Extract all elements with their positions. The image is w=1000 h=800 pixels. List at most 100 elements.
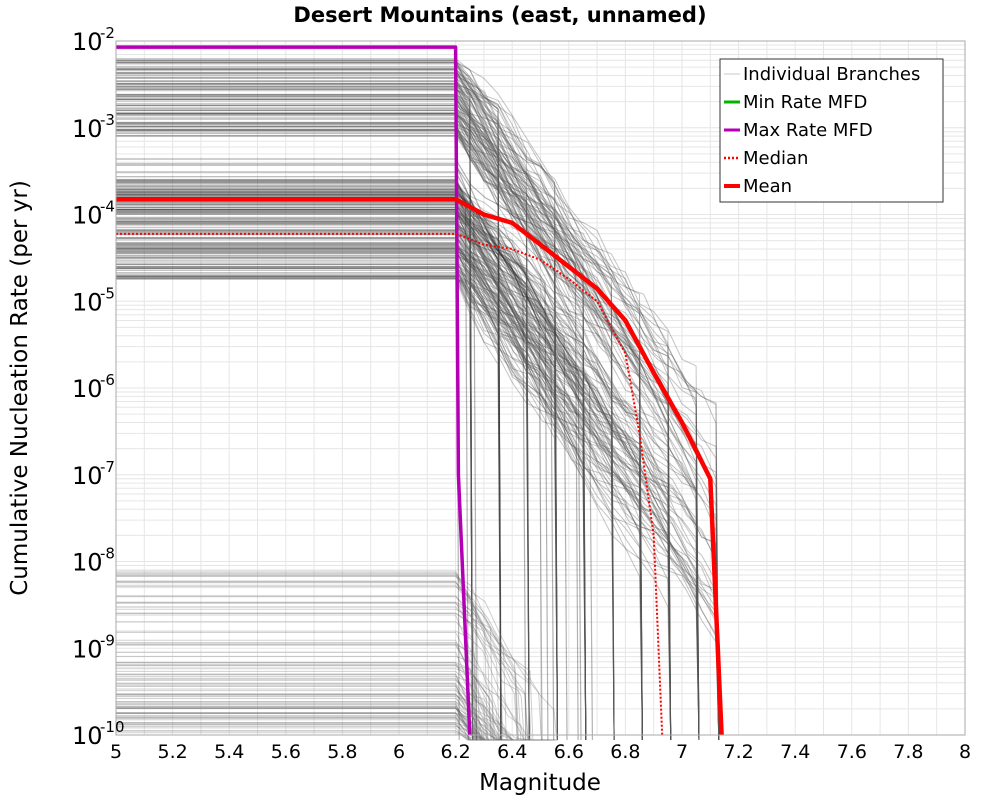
branch-curve <box>116 216 720 741</box>
branch-curve <box>116 98 558 741</box>
branch-curve <box>116 191 474 741</box>
y-tick-exponent: -10 <box>100 718 125 736</box>
chart-title: Desert Mountains (east, unnamed) <box>293 3 706 27</box>
y-tick-label: 10 <box>72 202 103 230</box>
branch-curve <box>116 230 558 741</box>
branch-curve <box>116 62 558 741</box>
branch-curve <box>116 572 519 741</box>
branch-curve <box>116 88 615 741</box>
y-axis-label: Cumulative Nucleation Rate (per yr) <box>7 180 33 596</box>
branch-curve <box>116 202 587 741</box>
branch-curve <box>116 204 700 741</box>
branch-curve <box>116 206 720 741</box>
branch-curve <box>116 261 587 741</box>
branch-curve <box>116 724 552 741</box>
branch-curve <box>116 99 643 741</box>
branch-curve <box>116 642 476 741</box>
branch-curve <box>116 181 672 741</box>
branch-curve <box>116 185 615 741</box>
branch-curve <box>116 123 700 741</box>
branch-curve <box>116 724 484 741</box>
branch-curve <box>116 706 521 741</box>
branch-curve <box>116 249 672 741</box>
branch-curve <box>116 105 615 741</box>
branch-curve <box>116 704 536 741</box>
branch-curve <box>116 662 548 741</box>
branch-curve <box>116 266 502 741</box>
branch-curve <box>116 185 700 741</box>
branch-curve <box>116 693 531 741</box>
branch-curve <box>116 75 502 741</box>
x-axis-label: Magnitude <box>479 770 601 796</box>
branch-curve <box>116 59 558 741</box>
branch-curve <box>116 267 643 741</box>
branch-curve <box>116 199 672 741</box>
branch-curve <box>116 178 543 741</box>
branch-curve <box>116 595 494 741</box>
branch-curve <box>116 693 519 741</box>
branch-curve <box>116 232 615 741</box>
branch-curve <box>116 601 520 741</box>
branch-curve <box>116 221 558 741</box>
branch-curve <box>116 122 720 741</box>
branch-curve <box>116 201 502 741</box>
branch-curve <box>116 114 558 741</box>
branch-curve <box>116 582 529 741</box>
branch-curve <box>116 191 587 741</box>
branch-curve <box>116 662 532 741</box>
branch-curve <box>116 573 518 741</box>
branch-curve <box>116 112 700 741</box>
branch-curve <box>116 574 528 741</box>
branch-curve <box>116 237 615 741</box>
y-tick-exponent: -5 <box>100 284 115 302</box>
branch-curve <box>116 204 474 741</box>
branch-curve <box>116 246 587 741</box>
branch-curve <box>116 244 587 741</box>
branch-curve <box>116 133 502 741</box>
branch-curve <box>116 203 615 741</box>
branch-curve <box>116 243 672 741</box>
branch-curve <box>116 126 720 741</box>
branch-curve <box>116 130 474 741</box>
branch-curve <box>116 608 488 741</box>
legend-label: Mean <box>743 176 792 197</box>
branch-curve <box>116 651 510 741</box>
branch-curve <box>116 675 528 741</box>
branch-curve <box>116 109 700 741</box>
branch-curve <box>116 247 587 741</box>
branch-curve <box>116 211 474 741</box>
legend-label: Individual Branches <box>743 64 920 85</box>
y-tick-label: 10 <box>72 115 103 143</box>
branch-curve <box>116 703 501 741</box>
branch-curve <box>116 673 537 741</box>
branch-curve <box>116 707 502 741</box>
branch-curve <box>116 722 508 741</box>
branch-curve <box>116 107 643 741</box>
branch-curve <box>116 212 474 741</box>
branch-curve <box>116 275 700 741</box>
branch-curve <box>116 207 643 741</box>
branch-curve <box>116 643 478 741</box>
branch-curve <box>116 639 488 741</box>
branch-curve <box>116 277 474 741</box>
branch-curve <box>116 655 500 741</box>
branch-curve <box>116 717 516 741</box>
branch-curve <box>116 72 643 741</box>
y-tick-exponent: -2 <box>100 24 115 42</box>
branch-curve <box>116 277 587 741</box>
branch-curve <box>116 194 474 741</box>
branch-curve <box>116 213 558 741</box>
branch-curve <box>116 194 502 741</box>
branch-curve <box>116 82 474 741</box>
branch-curve <box>116 204 700 741</box>
series-layer <box>116 45 724 736</box>
branch-curve <box>116 83 720 741</box>
branch-curve <box>116 187 700 741</box>
branch-curve <box>116 732 522 741</box>
branch-curve <box>116 68 672 741</box>
y-tick-label: 10 <box>72 635 103 663</box>
branch-curve <box>116 584 534 741</box>
branch-curve <box>116 252 643 741</box>
branch-curve <box>116 210 643 741</box>
branch-curve <box>116 180 672 741</box>
